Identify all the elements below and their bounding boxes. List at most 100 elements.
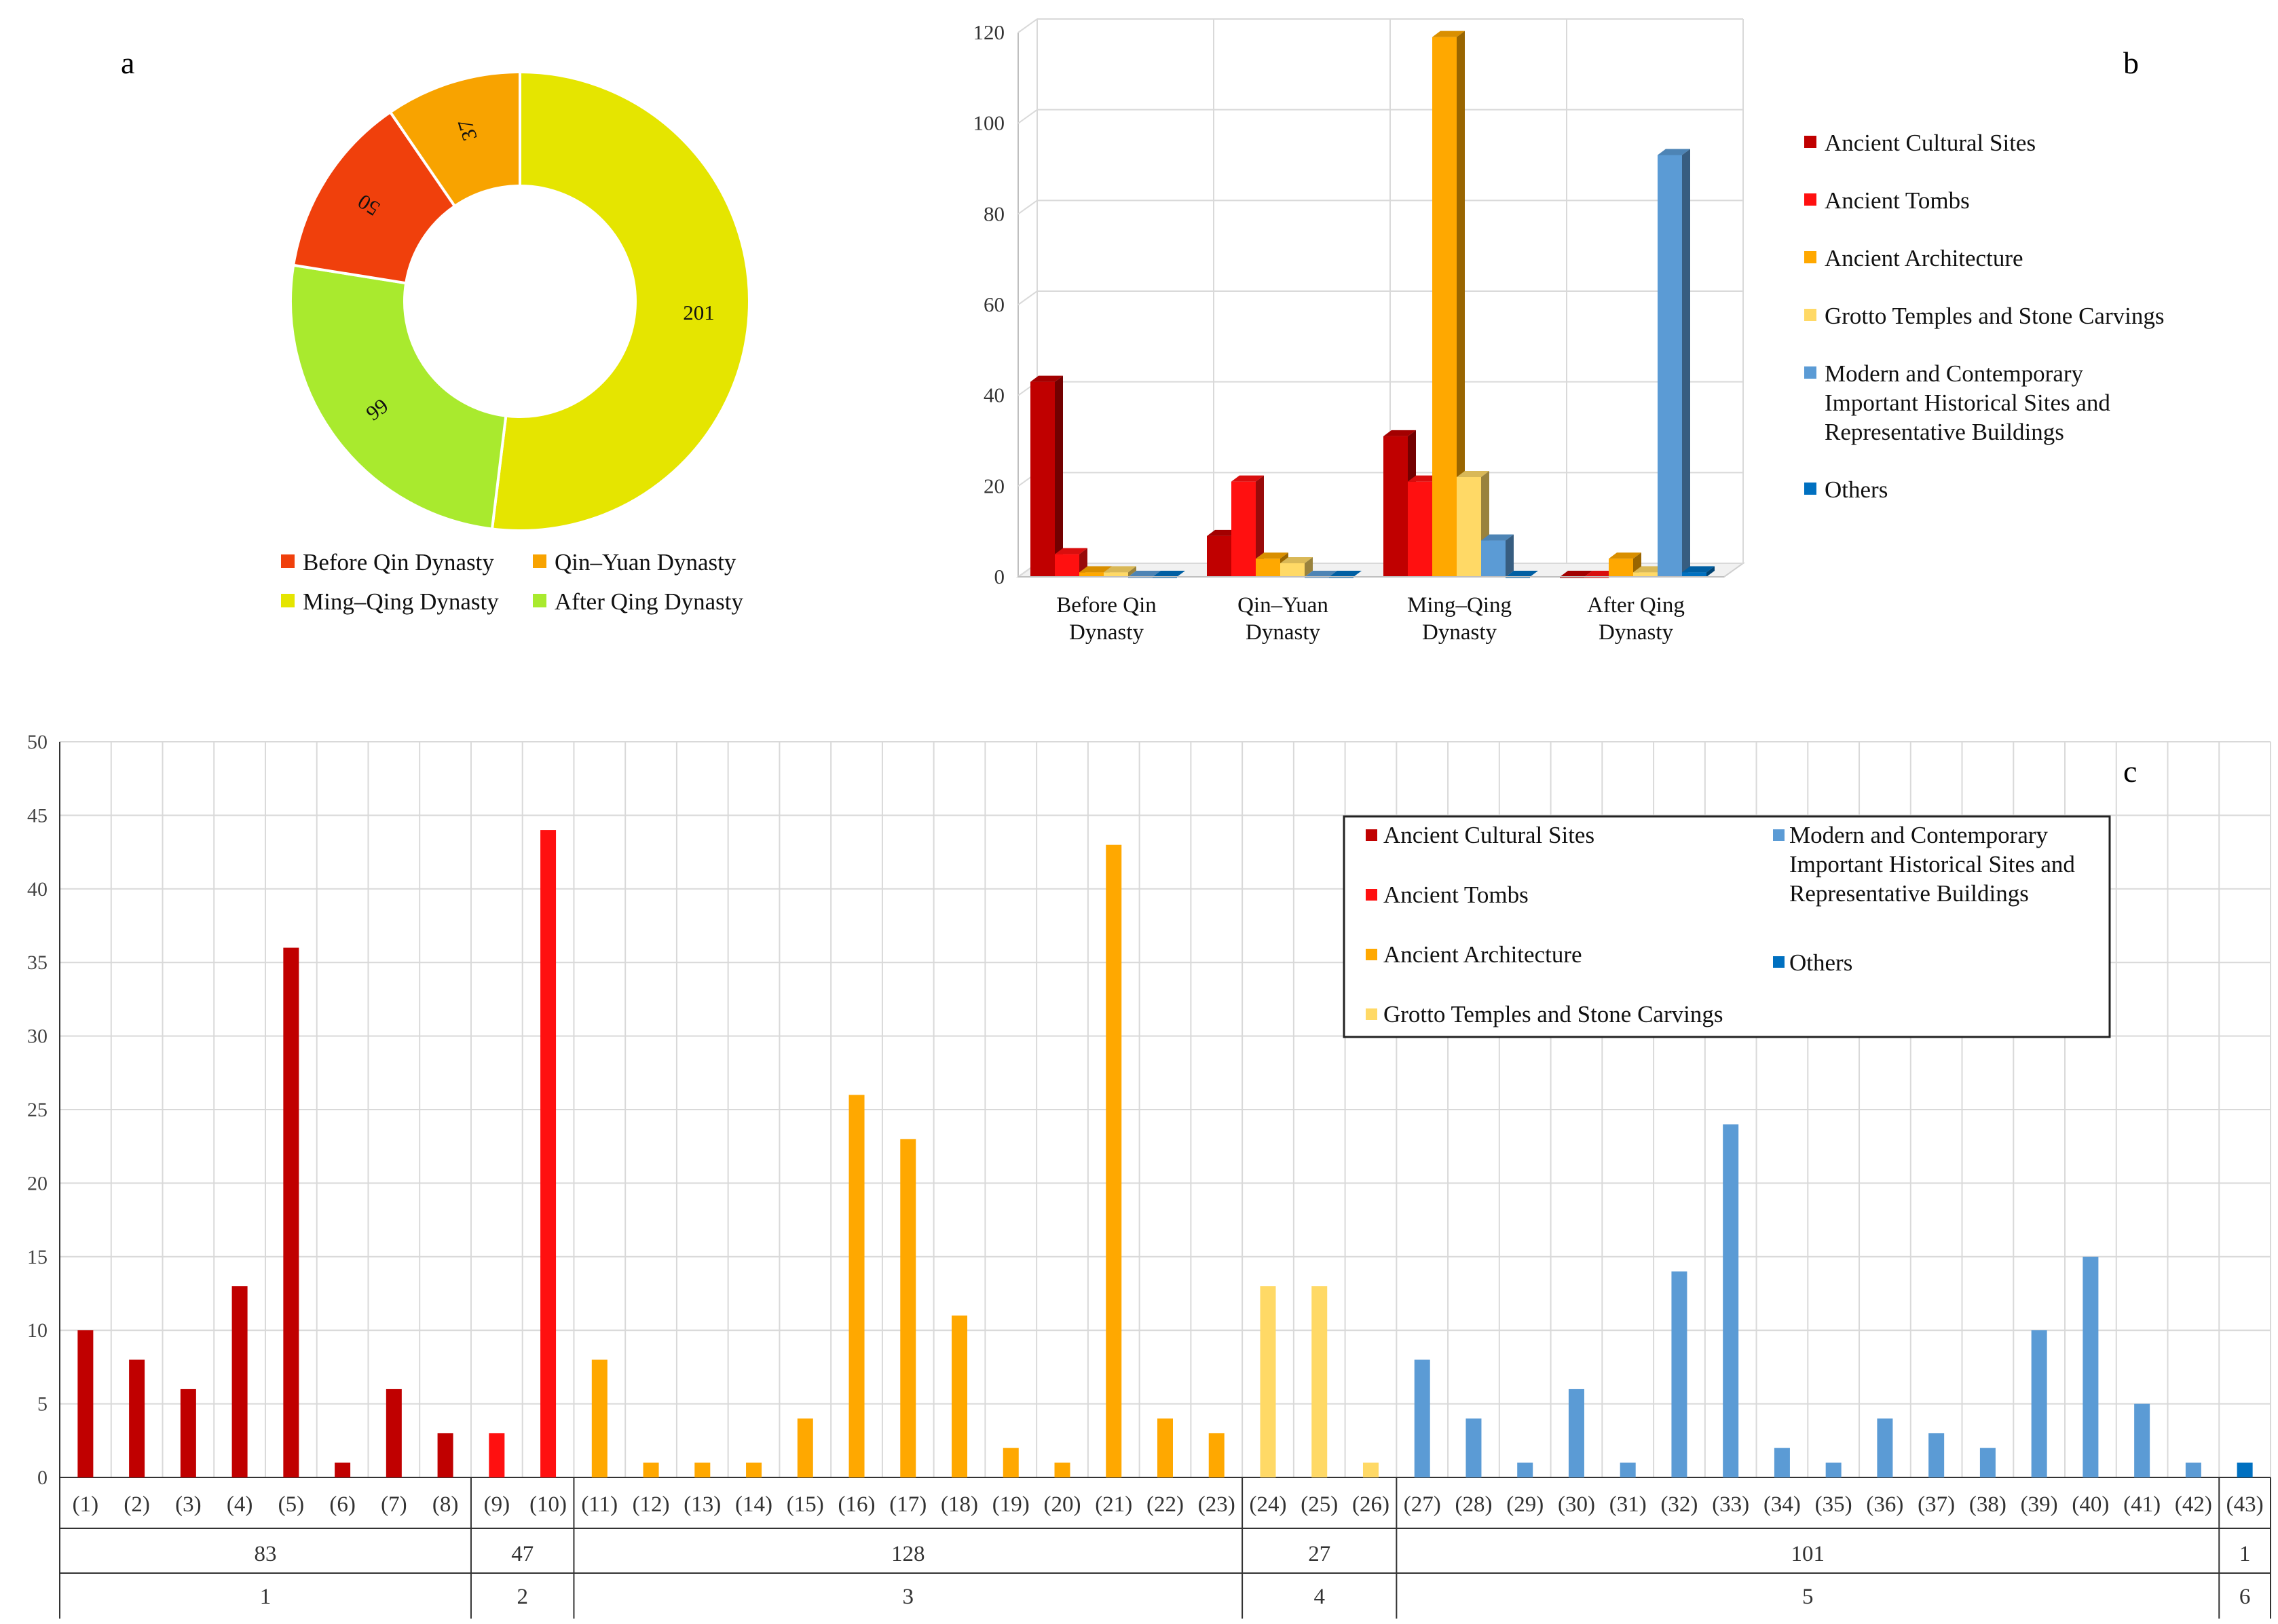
bar-top xyxy=(1383,430,1416,436)
group-id-label: 1 xyxy=(260,1585,272,1609)
y-tick-label: 80 xyxy=(984,202,1005,225)
bar xyxy=(1517,1462,1533,1477)
gridline-diagonal xyxy=(1017,290,1038,305)
bar xyxy=(848,1095,865,1477)
x-category-label: (22) xyxy=(1146,1492,1184,1517)
group-total-label: 47 xyxy=(511,1542,534,1566)
x-category-label: (43) xyxy=(2226,1492,2264,1517)
x-category-label: (15) xyxy=(787,1492,824,1517)
legend-label: Grotto Temples and Stone Carvings xyxy=(1825,303,2164,329)
bar-top xyxy=(1481,534,1514,541)
bar-front xyxy=(1104,572,1128,577)
x-category-label: (9) xyxy=(484,1492,510,1517)
legend-swatch xyxy=(1804,483,1816,495)
x-category-label: (13) xyxy=(684,1492,721,1517)
x-category-label: (21) xyxy=(1095,1492,1132,1517)
bar-side xyxy=(1506,534,1514,577)
donut-slice xyxy=(291,110,457,285)
x-category-label: (12) xyxy=(633,1492,670,1517)
legend-swatch xyxy=(533,594,546,607)
bar-top xyxy=(1609,552,1641,559)
bar-front xyxy=(1408,481,1432,577)
y-tick-label: 100 xyxy=(973,111,1005,135)
legend-swatch xyxy=(1773,829,1785,841)
legend-swatch xyxy=(281,594,295,607)
legend-label: After Qing Dynasty xyxy=(555,588,744,615)
y-tick-label: 15 xyxy=(27,1246,48,1268)
x-category-label: (1) xyxy=(73,1492,98,1517)
x-category-label: (10) xyxy=(529,1492,567,1517)
x-category-label: (4) xyxy=(227,1492,253,1517)
group-id-label: 6 xyxy=(2239,1585,2251,1609)
x-category-label: Qin–Yuan xyxy=(1237,593,1328,618)
x-category-label: (32) xyxy=(1660,1492,1698,1517)
legend-label: Representative Buildings xyxy=(1825,419,2064,445)
bar-top xyxy=(1305,571,1337,577)
group-total-label: 128 xyxy=(891,1542,925,1566)
bar-top xyxy=(1128,571,1161,577)
bar xyxy=(797,1418,813,1477)
x-category-label: (38) xyxy=(1969,1492,2006,1517)
x-category-label: (33) xyxy=(1712,1492,1749,1517)
y-tick-label: 45 xyxy=(27,804,48,827)
bar xyxy=(489,1433,505,1477)
legend-swatch xyxy=(1804,136,1816,148)
x-category-label: (7) xyxy=(381,1492,407,1517)
x-category-label: Dynasty xyxy=(1599,620,1673,645)
x-category-label: (19) xyxy=(992,1492,1030,1517)
bar xyxy=(1774,1448,1790,1477)
x-category-label: (42) xyxy=(2175,1492,2212,1517)
bar-side xyxy=(1457,31,1465,577)
legend-swatch xyxy=(1804,193,1816,206)
group-total-label: 27 xyxy=(1308,1542,1330,1566)
bar-top xyxy=(1055,548,1087,554)
bar xyxy=(335,1462,351,1477)
bar xyxy=(231,1286,248,1477)
bar-front xyxy=(1658,155,1682,577)
y-tick-label: 20 xyxy=(27,1172,48,1194)
bar xyxy=(2237,1462,2253,1477)
bar xyxy=(1825,1462,1842,1477)
bar-top xyxy=(1030,375,1063,382)
legend-label: Ancient Architecture xyxy=(1825,245,2023,271)
x-category-label: Dynasty xyxy=(1069,620,1144,645)
bar-front xyxy=(1231,481,1256,577)
bar xyxy=(437,1433,453,1477)
legend-box xyxy=(1343,815,2111,1038)
legend-label: Ming–Qing Dynasty xyxy=(303,588,499,615)
donut-slice-label: 201 xyxy=(683,301,715,324)
bar-front xyxy=(1633,572,1658,577)
bar-top xyxy=(1231,475,1264,482)
bar xyxy=(1157,1418,1173,1477)
bar-side xyxy=(1055,375,1063,577)
x-category-label: (3) xyxy=(175,1492,201,1517)
bar xyxy=(386,1389,402,1477)
bar-front xyxy=(1481,540,1506,577)
bar xyxy=(694,1462,711,1477)
x-category-label: (36) xyxy=(1866,1492,1903,1517)
panel-label-a: a xyxy=(121,45,134,80)
group-total-label: 101 xyxy=(1791,1542,1825,1566)
x-category-label: (35) xyxy=(1815,1492,1852,1517)
y-tick-label: 60 xyxy=(984,292,1005,316)
legend-label: Before Qin Dynasty xyxy=(303,549,494,575)
bar xyxy=(180,1389,196,1477)
legend-label: Qin–Yuan Dynasty xyxy=(555,549,736,575)
bar-top xyxy=(1560,571,1592,577)
bar-side xyxy=(1305,556,1313,577)
bar-top xyxy=(1079,566,1112,573)
group-total-label: 83 xyxy=(254,1542,276,1566)
bar-front xyxy=(1609,559,1633,577)
x-category-label: (25) xyxy=(1301,1492,1338,1517)
bar-top xyxy=(1658,149,1690,155)
bar xyxy=(1979,1448,1996,1477)
bar-front xyxy=(1432,37,1457,577)
bar-top xyxy=(1682,566,1715,573)
x-category-label: (11) xyxy=(581,1492,618,1517)
bar xyxy=(1414,1359,1430,1477)
x-category-label: Dynasty xyxy=(1246,620,1320,645)
bar xyxy=(2031,1330,2047,1477)
gridline-diagonal xyxy=(1017,109,1038,124)
x-category-label: (14) xyxy=(735,1492,772,1517)
